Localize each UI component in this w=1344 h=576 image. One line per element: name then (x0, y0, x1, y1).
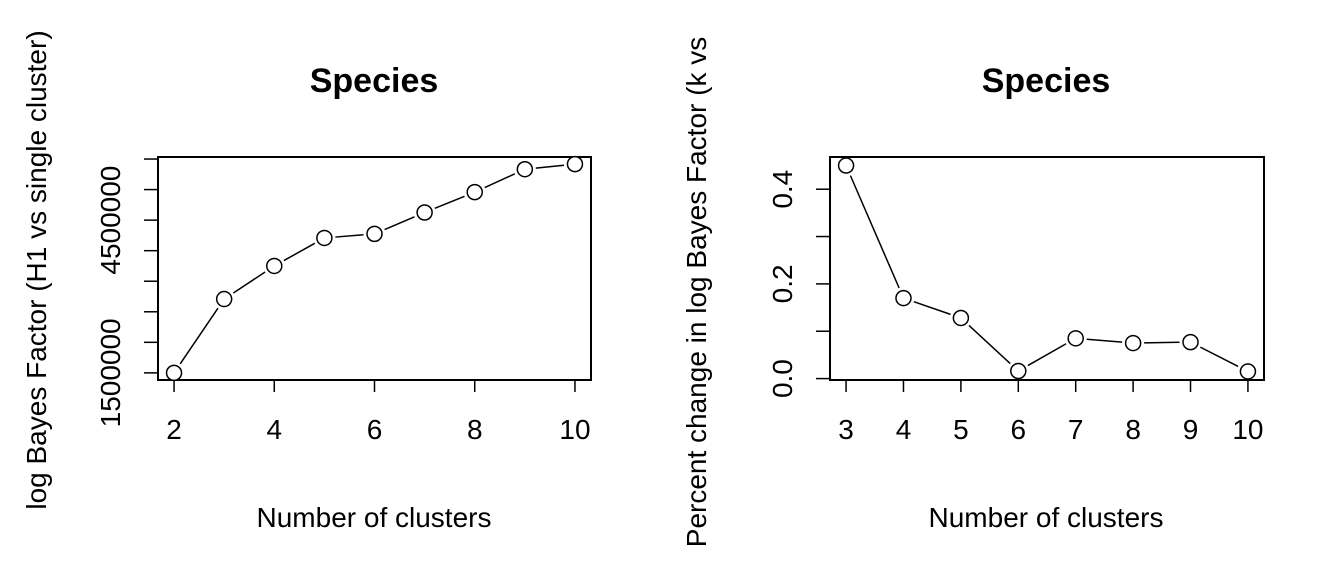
x-tick-label: 6 (367, 414, 383, 445)
chart-title: Species (310, 62, 439, 100)
series-line-segment (535, 164, 565, 169)
x-tick-label: 4 (896, 414, 912, 445)
data-point (1239, 363, 1257, 380)
series-line-segment (179, 307, 219, 365)
x-tick-label: 8 (467, 414, 483, 445)
x-tick-label: 6 (1011, 414, 1027, 445)
data-point (516, 160, 534, 178)
data-point (316, 229, 333, 247)
data-point (895, 289, 912, 307)
data-point (466, 183, 483, 201)
data-marks (165, 155, 584, 382)
x-axis-label: Number of clusters (929, 502, 1164, 533)
series-line-segment (335, 234, 364, 238)
series-line-segment (913, 300, 951, 316)
axis-ticks: 2 4 6 8 10 1500000 4500000 (95, 158, 591, 445)
x-tick-label: 5 (953, 414, 969, 445)
x-axis-label: Number of clusters (257, 502, 492, 533)
data-point (1067, 330, 1084, 347)
data-marks (837, 157, 1257, 380)
data-point (366, 225, 383, 243)
chart-panel-percent-change: Species Number of clusters Percent chang… (681, 37, 1265, 547)
y-axis-label: Percent change in log Bayes Factor (k vs (681, 37, 712, 547)
y-axis-label: log Bayes Factor (H1 vs single cluster) (21, 30, 52, 509)
series-line-segment (384, 216, 415, 231)
x-tick-label: 8 (1125, 414, 1141, 445)
series-line-segment (849, 175, 900, 289)
plot-frame (157, 156, 592, 381)
series-line-segment (434, 195, 465, 210)
chart-title: Species (982, 62, 1111, 100)
data-point (1124, 334, 1142, 352)
y-tick-label: 4500000 (95, 166, 126, 275)
x-tick-label: 9 (1183, 414, 1199, 445)
data-point (952, 309, 970, 327)
y-tick-label: 0.2 (767, 264, 798, 303)
series-line-segment (1086, 338, 1123, 343)
x-tick-label: 10 (1232, 414, 1263, 445)
x-tick-label: 10 (559, 414, 590, 445)
series-line-segment (1027, 343, 1067, 367)
data-point (837, 157, 855, 174)
series-line-segment (1144, 341, 1180, 344)
x-tick-label: 7 (1068, 414, 1084, 445)
data-point (566, 155, 584, 173)
x-tick-label: 4 (266, 414, 282, 445)
y-tick-label: 1500000 (95, 318, 126, 427)
data-point (165, 364, 183, 382)
series-line-segment (232, 271, 266, 294)
data-point (416, 204, 433, 221)
plot-frame (829, 156, 1265, 381)
y-tick-label: 0.0 (767, 359, 798, 398)
series-line-segment (283, 242, 316, 262)
x-tick-label: 3 (838, 414, 854, 445)
data-point (1182, 333, 1199, 351)
chart-panel-bayes-factor: Species Number of clusters log Bayes Fac… (21, 30, 592, 533)
y-tick-label: 0.4 (767, 170, 798, 209)
data-point (266, 257, 283, 275)
data-point (215, 290, 233, 308)
x-tick-label: 2 (166, 414, 182, 445)
axis-ticks: 3 4 5 6 7 8 9 10 0.0 0.2 0.4 (767, 170, 1264, 445)
series-line-segment (968, 324, 1011, 365)
series-line-segment (1199, 346, 1239, 368)
series-line-segment (484, 173, 516, 189)
data-point (1010, 362, 1027, 380)
